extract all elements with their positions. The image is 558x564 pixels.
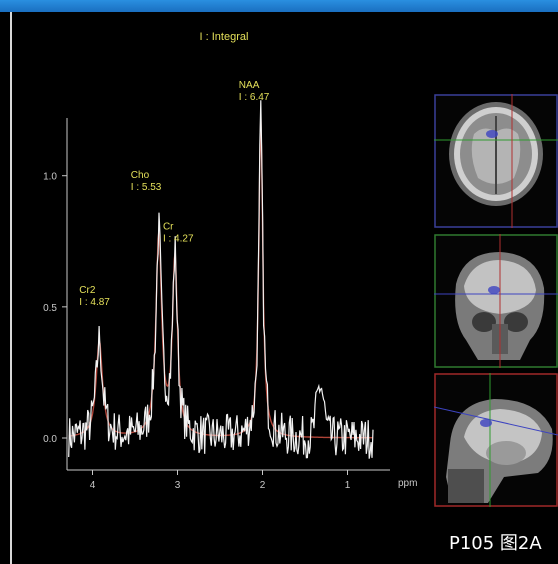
figure-caption: P105 图2A <box>449 533 542 554</box>
x-axis-label: ppm <box>398 478 417 489</box>
mri-axial-view[interactable] <box>434 94 558 228</box>
peak-name-label: NAA <box>239 80 260 91</box>
x-tick-label: 1 <box>345 480 351 491</box>
y-tick-label: 1.0 <box>43 172 57 183</box>
peak-integral-label: I : 5.53 <box>131 182 162 193</box>
window-top-bar <box>0 0 558 12</box>
peak-integral-label: I : 6.47 <box>239 92 270 103</box>
peak-name-label: Cho <box>131 170 150 181</box>
peak-integral-label: I : 4.87 <box>79 297 110 308</box>
chart-title: I : Integral <box>200 31 249 43</box>
x-tick-label: 3 <box>175 480 181 491</box>
y-tick-label: 0.0 <box>43 434 57 445</box>
peak-integral-label: I : 4.27 <box>163 234 194 245</box>
peak-name-label: Cr <box>163 222 174 233</box>
x-tick-label: 4 <box>90 480 96 491</box>
measured-series-line <box>68 100 374 459</box>
fit-series-line <box>68 117 373 439</box>
panel-divider <box>10 12 12 564</box>
peak-name-label: Cr2 <box>79 285 96 296</box>
x-tick-label: 2 <box>260 480 266 491</box>
y-tick-label: 0.5 <box>43 303 57 314</box>
mri-sagittal-view[interactable] <box>434 373 558 507</box>
mri-coronal-view[interactable] <box>434 234 558 368</box>
